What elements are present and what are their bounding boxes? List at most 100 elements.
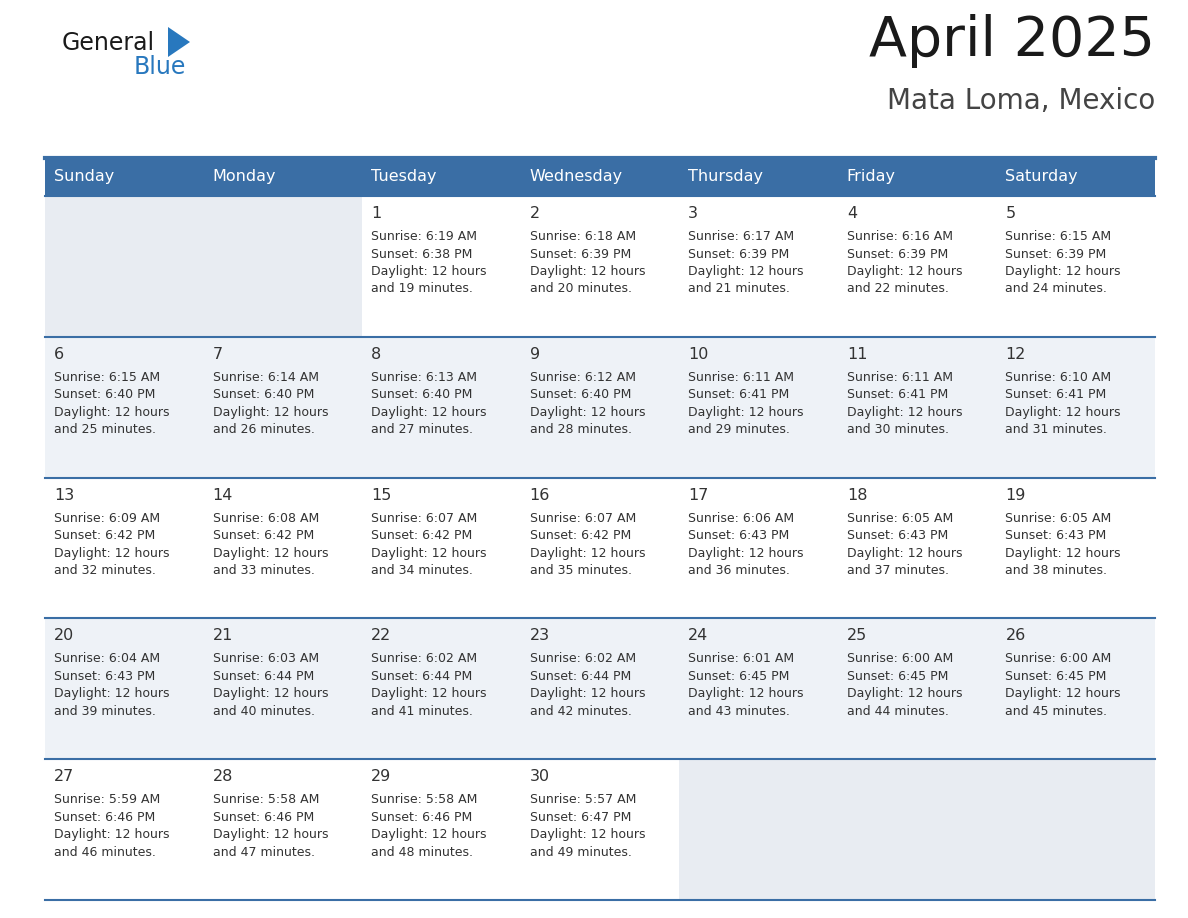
Text: and 27 minutes.: and 27 minutes. [371, 423, 473, 436]
Text: 7: 7 [213, 347, 222, 362]
Text: 3: 3 [688, 206, 699, 221]
Text: Sunrise: 5:58 AM: Sunrise: 5:58 AM [371, 793, 478, 806]
Text: and 46 minutes.: and 46 minutes. [53, 845, 156, 858]
Text: Sunday: Sunday [53, 170, 114, 185]
Text: Sunset: 6:43 PM: Sunset: 6:43 PM [688, 529, 790, 543]
Text: Sunset: 6:46 PM: Sunset: 6:46 PM [53, 811, 156, 823]
Text: 4: 4 [847, 206, 857, 221]
Bar [680, 759, 838, 900]
Text: 6: 6 [53, 347, 64, 362]
Text: Sunset: 6:40 PM: Sunset: 6:40 PM [53, 388, 156, 401]
Bar [997, 759, 1155, 900]
Bar [45, 196, 203, 337]
Text: Tuesday: Tuesday [371, 170, 437, 185]
Text: Wednesday: Wednesday [530, 170, 623, 185]
Text: Thursday: Thursday [688, 170, 763, 185]
Bar [680, 477, 838, 619]
Text: Sunrise: 6:07 AM: Sunrise: 6:07 AM [371, 511, 478, 524]
Text: and 41 minutes.: and 41 minutes. [371, 705, 473, 718]
Text: and 49 minutes.: and 49 minutes. [530, 845, 632, 858]
Text: 21: 21 [213, 629, 233, 644]
Text: Sunrise: 6:15 AM: Sunrise: 6:15 AM [1005, 230, 1112, 243]
Text: and 19 minutes.: and 19 minutes. [371, 283, 473, 296]
Bar [838, 337, 997, 477]
Text: 26: 26 [1005, 629, 1025, 644]
Text: Sunrise: 6:11 AM: Sunrise: 6:11 AM [688, 371, 795, 384]
Text: Sunrise: 6:05 AM: Sunrise: 6:05 AM [847, 511, 953, 524]
Bar [45, 158, 1155, 196]
Text: 29: 29 [371, 769, 391, 784]
Text: and 44 minutes.: and 44 minutes. [847, 705, 949, 718]
Text: 20: 20 [53, 629, 74, 644]
Text: Sunrise: 6:00 AM: Sunrise: 6:00 AM [847, 653, 953, 666]
Text: Sunset: 6:40 PM: Sunset: 6:40 PM [371, 388, 473, 401]
Text: Sunrise: 6:11 AM: Sunrise: 6:11 AM [847, 371, 953, 384]
Text: Sunset: 6:40 PM: Sunset: 6:40 PM [530, 388, 631, 401]
Text: Sunset: 6:47 PM: Sunset: 6:47 PM [530, 811, 631, 823]
Bar [362, 196, 520, 337]
Text: and 40 minutes.: and 40 minutes. [213, 705, 315, 718]
Text: Sunset: 6:42 PM: Sunset: 6:42 PM [371, 529, 473, 543]
Text: Sunset: 6:39 PM: Sunset: 6:39 PM [1005, 248, 1107, 261]
Text: Sunrise: 6:07 AM: Sunrise: 6:07 AM [530, 511, 636, 524]
Text: 27: 27 [53, 769, 74, 784]
Text: Sunset: 6:39 PM: Sunset: 6:39 PM [847, 248, 948, 261]
Text: and 20 minutes.: and 20 minutes. [530, 283, 632, 296]
Text: 18: 18 [847, 487, 867, 502]
Text: and 34 minutes.: and 34 minutes. [371, 564, 473, 577]
Text: Daylight: 12 hours: Daylight: 12 hours [847, 688, 962, 700]
Text: Sunset: 6:43 PM: Sunset: 6:43 PM [53, 670, 156, 683]
Text: 14: 14 [213, 487, 233, 502]
Text: and 28 minutes.: and 28 minutes. [530, 423, 632, 436]
Text: Sunset: 6:39 PM: Sunset: 6:39 PM [688, 248, 790, 261]
Text: Sunrise: 6:13 AM: Sunrise: 6:13 AM [371, 371, 478, 384]
Text: and 25 minutes.: and 25 minutes. [53, 423, 156, 436]
Polygon shape [168, 27, 190, 57]
Text: Daylight: 12 hours: Daylight: 12 hours [53, 688, 170, 700]
Text: 8: 8 [371, 347, 381, 362]
Bar [520, 759, 680, 900]
Text: Sunrise: 6:00 AM: Sunrise: 6:00 AM [1005, 653, 1112, 666]
Text: April 2025: April 2025 [868, 14, 1155, 68]
Text: Sunrise: 6:03 AM: Sunrise: 6:03 AM [213, 653, 318, 666]
Bar [520, 619, 680, 759]
Text: 22: 22 [371, 629, 391, 644]
Text: Monday: Monday [213, 170, 276, 185]
Text: Sunrise: 6:02 AM: Sunrise: 6:02 AM [371, 653, 478, 666]
Text: 15: 15 [371, 487, 392, 502]
Bar [680, 196, 838, 337]
Text: Daylight: 12 hours: Daylight: 12 hours [847, 406, 962, 419]
Text: Sunset: 6:41 PM: Sunset: 6:41 PM [847, 388, 948, 401]
Text: Daylight: 12 hours: Daylight: 12 hours [688, 546, 804, 560]
Text: Daylight: 12 hours: Daylight: 12 hours [530, 406, 645, 419]
Text: and 32 minutes.: and 32 minutes. [53, 564, 156, 577]
Text: 25: 25 [847, 629, 867, 644]
Text: and 39 minutes.: and 39 minutes. [53, 705, 156, 718]
Text: Sunrise: 5:58 AM: Sunrise: 5:58 AM [213, 793, 318, 806]
Text: 10: 10 [688, 347, 709, 362]
Text: Blue: Blue [134, 55, 187, 79]
Text: Saturday: Saturday [1005, 170, 1078, 185]
Text: Sunrise: 5:59 AM: Sunrise: 5:59 AM [53, 793, 160, 806]
Text: Sunset: 6:45 PM: Sunset: 6:45 PM [1005, 670, 1107, 683]
Text: 19: 19 [1005, 487, 1025, 502]
Text: Sunrise: 6:15 AM: Sunrise: 6:15 AM [53, 371, 160, 384]
Text: 17: 17 [688, 487, 709, 502]
Text: and 47 minutes.: and 47 minutes. [213, 845, 315, 858]
Bar [45, 619, 203, 759]
Text: Sunrise: 6:09 AM: Sunrise: 6:09 AM [53, 511, 160, 524]
Bar [520, 196, 680, 337]
Text: Sunset: 6:43 PM: Sunset: 6:43 PM [1005, 529, 1107, 543]
Text: Daylight: 12 hours: Daylight: 12 hours [371, 546, 487, 560]
Text: Daylight: 12 hours: Daylight: 12 hours [530, 265, 645, 278]
Bar [203, 196, 362, 337]
Text: Sunrise: 6:19 AM: Sunrise: 6:19 AM [371, 230, 478, 243]
Text: Sunset: 6:40 PM: Sunset: 6:40 PM [213, 388, 314, 401]
Text: Sunset: 6:44 PM: Sunset: 6:44 PM [371, 670, 473, 683]
Text: and 38 minutes.: and 38 minutes. [1005, 564, 1107, 577]
Text: and 42 minutes.: and 42 minutes. [530, 705, 632, 718]
Text: 9: 9 [530, 347, 539, 362]
Text: Sunrise: 6:02 AM: Sunrise: 6:02 AM [530, 653, 636, 666]
Bar [997, 477, 1155, 619]
Text: Daylight: 12 hours: Daylight: 12 hours [530, 546, 645, 560]
